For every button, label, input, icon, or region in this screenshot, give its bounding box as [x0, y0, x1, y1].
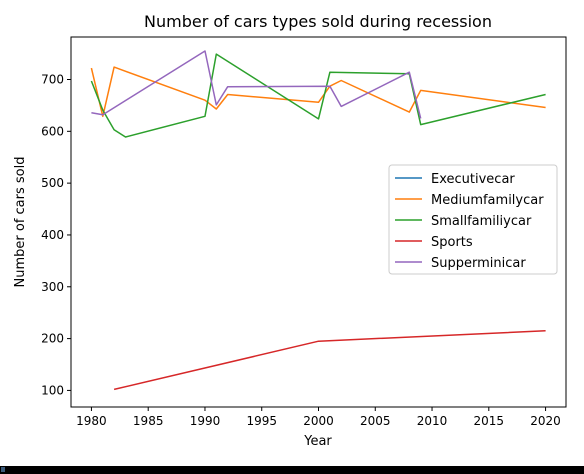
series-line-smallfamiliycar	[90, 53, 546, 138]
legend: Executivecar Mediumfamilycar Smallfamiliyc…	[388, 164, 558, 275]
legend-label: Sports	[431, 235, 473, 250]
legend-label: Executivecar	[431, 172, 515, 187]
y-tick-label: 500	[41, 176, 64, 190]
resize-grip-icon	[1, 467, 5, 472]
chart-title: Number of cars types sold during recessi…	[144, 12, 492, 31]
x-tick-label: 1985	[133, 414, 164, 428]
x-axis-ticks: 1980 1985 1990 1995 2000 2005 2010 2015 2020	[76, 407, 561, 428]
y-tick-label: 400	[41, 228, 64, 242]
x-tick-label: 1980	[76, 414, 107, 428]
series-layer	[90, 50, 546, 391]
x-tick-label: 2010	[417, 414, 448, 428]
y-tick-label: 200	[41, 332, 64, 346]
x-tick-label: 2020	[530, 414, 561, 428]
legend-items: Executivecar Mediumfamilycar Smallfamiliyc…	[395, 172, 544, 271]
x-tick-label: 2000	[303, 414, 334, 428]
x-tick-label: 1990	[190, 414, 221, 428]
legend-label: Smallfamiliycar	[431, 214, 532, 229]
series-line-sports	[113, 330, 546, 391]
y-axis-ticks: 100 200 300 400 500 600 700	[41, 72, 71, 397]
series-line-supperminicar	[91, 50, 422, 119]
series-line-mediumfamilycar	[90, 66, 546, 118]
legend-label: Mediumfamilycar	[431, 193, 544, 208]
x-tick-label: 2015	[474, 414, 505, 428]
y-tick-label: 100	[41, 383, 64, 397]
y-tick-label: 700	[41, 72, 64, 86]
x-tick-label: 1995	[246, 414, 277, 428]
x-tick-label: 2005	[360, 414, 391, 428]
legend-box	[388, 164, 558, 275]
x-axis-label: Year	[303, 434, 332, 449]
window-bottom-strip	[0, 466, 584, 474]
legend-label: Supperminicar	[431, 256, 526, 271]
y-tick-label: 600	[41, 124, 64, 138]
y-axis-label: Number of cars sold	[13, 157, 28, 288]
y-tick-label: 300	[41, 280, 64, 294]
